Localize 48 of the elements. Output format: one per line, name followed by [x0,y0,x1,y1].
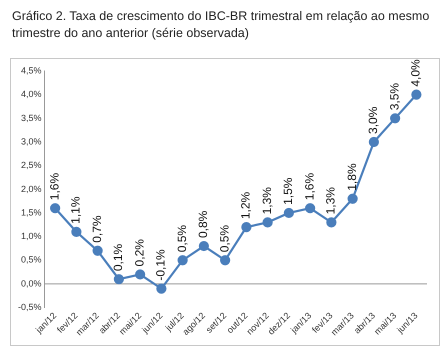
y-tick-label: 2,0% [20,184,42,194]
point [262,217,273,228]
y-tick-label: 4,0% [20,89,42,100]
data-label: 1,8% [344,163,359,191]
y-tick-label: 3,0% [20,136,42,146]
data-label: 1,5% [281,177,296,205]
y-tick-label: 1,0% [20,231,42,242]
data-label: 0,1% [111,243,126,272]
point [156,284,166,294]
y-tick-label: 1,5% [20,207,42,218]
point [368,136,379,148]
y-tick-label: 3,5% [20,112,42,123]
data-label: 4,0% [408,58,423,87]
data-label: 1,6% [302,172,316,200]
point [92,246,103,256]
data-label: 3,0% [366,106,380,134]
point [135,269,146,280]
y-tick-label: 0,5% [20,254,42,265]
data-label: 0,5% [217,224,232,252]
point [71,226,82,237]
data-label: 1,2% [238,191,253,220]
data-label: 1,3% [260,186,274,214]
point [411,90,422,100]
data-label: 0,7% [90,215,104,243]
point [390,113,400,124]
point [305,203,316,214]
point [326,217,336,228]
point [114,274,124,284]
data-label: 1,6% [47,172,62,200]
point [220,255,230,266]
y-tick-label: 4,5% [20,65,42,76]
data-label: 0,8% [196,210,210,238]
chart-title: Gráfico 2. Taxa de crescimento do IBC-BR trimestral em relação ao mesmo trimestre do ano anterior (série observada) [12,8,430,42]
point [241,222,252,232]
data-label: 1,3% [324,186,338,214]
point [348,194,358,204]
point [284,208,294,218]
data-label: -0,1% [154,248,168,281]
data-label: 0,5% [174,224,189,252]
point [50,203,60,214]
y-tick-label: 2,5% [20,160,42,170]
data-label: 1,1% [68,196,83,224]
y-tick-label: 0,0% [20,278,42,288]
data-label: 0,2% [132,238,146,266]
data-label: 3,5% [387,82,402,110]
y-tick-label: -0,5% [18,302,42,312]
point [198,240,209,252]
point [178,255,188,266]
